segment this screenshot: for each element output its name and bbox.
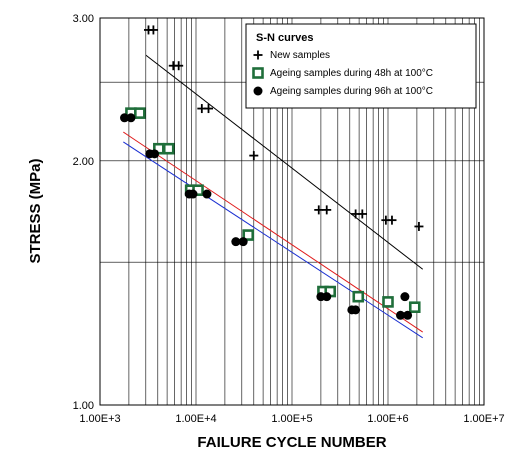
new-sample-point [314,205,324,215]
ageing-96h-point [150,149,160,159]
new-sample-point [204,104,214,114]
legend-marker [253,86,263,96]
ageing-96h-point [351,305,361,315]
ageing-48h-point [134,107,146,119]
plot-border [99,17,485,406]
trend-line [145,54,424,270]
x-tick-label: 1.00E+3 [79,413,120,425]
ageing-48h-point [352,290,365,303]
new-sample-point [414,221,424,231]
y-axis-label: STRESS (MPa) [27,158,44,263]
ageing-96h-point [188,189,198,199]
legend-item-label: Ageing samples during 48h at 100°C [270,68,433,79]
new-sample-point [148,25,158,35]
legend-item-label: Ageing samples during 96h at 100°C [270,86,433,97]
x-tick-label: 1.00E+4 [175,413,216,425]
ageing-96h-point [322,292,332,302]
new-sample-point [174,61,184,71]
ageing-96h-point [126,113,136,123]
new-sample-point [249,151,259,161]
legend-box [245,23,477,109]
legend-marker [253,50,263,60]
legend: S-N curves New samples Ageing samples dur… [245,23,477,109]
ageing-48h-point [382,296,394,308]
ageing-96h-point [231,237,241,247]
ageing-48h-point [162,142,175,155]
x-tick-label: 1.00E+7 [463,413,504,425]
legend-marker [252,67,264,79]
legend-title: S-N curves [256,32,313,44]
x-tick-label: 1.00E+6 [367,413,408,425]
ageing-48h-point [242,229,255,241]
ageing-48h-point [408,301,421,314]
legend-item-label: New samples [270,50,330,61]
ageing-96h-point [120,113,130,123]
ageing-96h-point [403,310,413,320]
trend-line [123,141,423,339]
ageing-96h-point [400,292,410,302]
y-tick-label: 1.00 [73,400,94,412]
new-sample-point [322,205,332,215]
new-sample-point [387,215,397,225]
y-tick-label: 2.00 [73,156,94,168]
trend-lines [123,54,424,339]
data-points [120,25,424,320]
ageing-96h-point [202,189,212,199]
x-tick-label: 1.00E+5 [271,413,312,425]
ageing-96h-point [396,310,406,320]
x-axis-label: FAILURE CYCLE NUMBER [197,434,386,451]
trend-line [123,131,424,333]
ageing-96h-point [238,237,248,247]
new-sample-point [357,209,367,219]
tick-labels: 1.00E+3 1.00E+4 1.00E+5 1.00E+6 1.00E+7 1.00 2… [73,13,505,425]
y-tick-label: 3.00 [73,13,94,25]
